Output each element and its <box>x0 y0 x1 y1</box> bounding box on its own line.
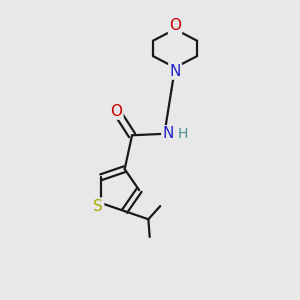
Text: H: H <box>178 127 188 141</box>
Text: O: O <box>110 103 122 118</box>
Text: O: O <box>169 18 181 33</box>
Text: S: S <box>93 199 103 214</box>
Text: N: N <box>169 64 181 79</box>
Text: N: N <box>162 126 174 141</box>
